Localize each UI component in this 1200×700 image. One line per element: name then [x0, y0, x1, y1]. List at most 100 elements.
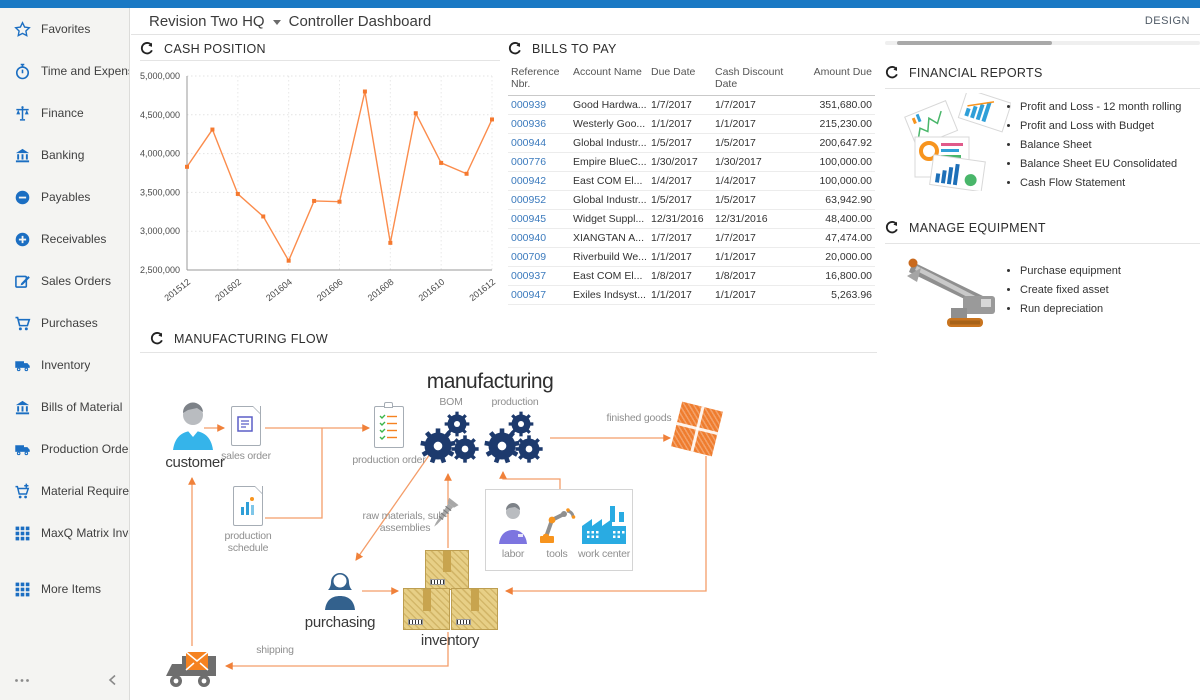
cell-due: 1/7/2017 — [648, 95, 712, 115]
table-row[interactable]: 000936 Westerly Goo... 1/1/2017 1/1/2017 215… — [508, 114, 875, 134]
company-selector[interactable]: Revision Two HQ — [149, 13, 265, 30]
cell-due: 1/1/2017 — [648, 114, 712, 134]
cell-ref[interactable]: 000937 — [508, 266, 570, 286]
sidebar-item-label: Material Requirem... — [41, 484, 129, 498]
cell-amount: 215,230.00 — [796, 114, 875, 134]
cell-amount: 100,000.00 — [796, 171, 875, 191]
list-item-link[interactable]: Run depreciation — [1020, 304, 1200, 315]
sidebar-item-time-and-expenses[interactable]: Time and Expenses — [0, 50, 129, 92]
table-row[interactable]: 000709 Riverbuild We... 1/1/2017 1/1/2017 20… — [508, 247, 875, 267]
cell-account: Empire BlueC... — [570, 152, 648, 172]
sidebar-item-maxq-matrix-invent[interactable]: MaxQ Matrix Invent... — [0, 512, 129, 554]
sidebar-item-label: Purchases — [41, 316, 98, 330]
svg-text:201512: 201512 — [162, 277, 192, 303]
purchasing-label: purchasing — [304, 614, 376, 631]
list-item-link[interactable]: Profit and Loss with Budget — [1020, 121, 1200, 132]
cell-ref[interactable]: 000947 — [508, 285, 570, 305]
column-header[interactable]: Due Date — [648, 62, 712, 96]
sidebar-item-material-requirem[interactable]: Material Requirem... — [0, 470, 129, 512]
table-row[interactable]: 000776 Empire BlueC... 1/30/2017 1/30/2017 1… — [508, 152, 875, 172]
table-row[interactable]: 000947 Exiles Indsyst... 1/1/2017 1/1/2017 5… — [508, 285, 875, 305]
sidebar-item-more-items[interactable]: More Items — [0, 568, 129, 610]
bom-gears-icon — [420, 411, 479, 464]
sidebar-item-receivables[interactable]: Receivables — [0, 218, 129, 260]
list-item-link[interactable]: Create fixed asset — [1020, 285, 1200, 296]
refresh-icon[interactable] — [885, 66, 899, 80]
edit-icon — [14, 273, 31, 290]
list-item-link[interactable]: Balance Sheet EU Consolidated — [1020, 159, 1200, 170]
cart-plus-icon — [14, 483, 31, 500]
table-row[interactable]: 000939 Good Hardwa... 1/7/2017 1/7/2017 351,… — [508, 95, 875, 115]
cell-account: East COM El... — [570, 266, 648, 286]
cell-account: Good Hardwa... — [570, 95, 648, 115]
shipping-label: shipping — [256, 644, 294, 656]
svg-text:62,500,000: 62,500,000 — [140, 265, 180, 275]
production-schedule-label: production schedule — [224, 530, 272, 554]
finished-goods-label: finished goods — [606, 412, 672, 424]
column-header[interactable]: Reference Nbr. — [508, 62, 570, 96]
cell-ref[interactable]: 000940 — [508, 228, 570, 248]
cell-ref[interactable]: 000936 — [508, 114, 570, 134]
sidebar-item-payables[interactable]: Payables — [0, 176, 129, 218]
refresh-icon[interactable] — [150, 332, 164, 346]
collapse-sidebar-icon[interactable] — [108, 673, 117, 691]
divider — [140, 352, 877, 353]
sidebar-item-favorites[interactable]: Favorites — [0, 8, 129, 50]
scrollbar-thumb[interactable] — [897, 41, 1052, 45]
star-icon — [14, 20, 31, 38]
cash-position-chart: 201512 201602 201604 201606 201608 201610 2016… — [140, 71, 497, 303]
more-options-icon[interactable] — [14, 670, 30, 688]
cell-ref[interactable]: 000942 — [508, 171, 570, 191]
cell-discount: 1/30/2017 — [712, 152, 796, 172]
cell-amount: 47,474.00 — [796, 228, 875, 248]
list-item-link[interactable]: Purchase equipment — [1020, 266, 1200, 277]
sidebar-item-inventory[interactable]: Inventory — [0, 344, 129, 386]
sidebar-item-label: Production Orders — [41, 442, 129, 456]
sidebar-item-purchases[interactable]: Purchases — [0, 302, 129, 344]
manufacturing-label: manufacturing — [426, 370, 554, 393]
sidebar-item-bills-of-material[interactable]: Bills of Material — [0, 386, 129, 428]
list-item-link[interactable]: Profit and Loss - 12 month rolling — [1020, 102, 1200, 113]
design-button[interactable]: DESIGN — [1144, 15, 1190, 27]
cell-ref[interactable]: 000776 — [508, 152, 570, 172]
customer-label: customer — [165, 454, 225, 471]
list-item-link[interactable]: Cash Flow Statement — [1020, 178, 1200, 189]
sidebar-item-banking[interactable]: Banking — [0, 134, 129, 176]
sidebar-item-production-orders[interactable]: Production Orders — [0, 428, 129, 470]
table-row[interactable]: 000952 Global Industr... 1/5/2017 1/5/2017 6… — [508, 190, 875, 210]
cell-ref[interactable]: 000952 — [508, 190, 570, 210]
chevron-down-icon[interactable] — [272, 20, 281, 25]
sidebar-item-finance[interactable]: Finance — [0, 92, 129, 134]
cell-ref[interactable]: 000944 — [508, 133, 570, 153]
refresh-icon[interactable] — [140, 42, 154, 56]
sidebar-item-sales-orders[interactable]: Sales Orders — [0, 260, 129, 302]
cell-ref[interactable]: 000939 — [508, 95, 570, 115]
cell-due: 1/7/2017 — [648, 228, 712, 248]
column-header[interactable]: Amount Due — [796, 62, 875, 96]
column-header[interactable]: Account Name — [570, 62, 648, 96]
bank-icon — [14, 399, 31, 416]
cell-account: XIANGTAN A... — [570, 228, 648, 248]
refresh-icon[interactable] — [885, 221, 899, 235]
scales-icon — [14, 105, 31, 122]
table-row[interactable]: 000944 Global Industr... 1/5/2017 1/5/2017 2… — [508, 133, 875, 153]
table-row[interactable]: 000940 XIANGTAN A... 1/7/2017 1/7/2017 47,47… — [508, 228, 875, 248]
table-row[interactable]: 000937 East COM El... 1/8/2017 1/8/2017 16,8… — [508, 266, 875, 286]
inventory-label: inventory — [420, 632, 480, 649]
cell-ref[interactable]: 000709 — [508, 247, 570, 267]
sidebar: Favorites Time and Expenses Finance Banking… — [0, 8, 130, 700]
cell-ref[interactable]: 000945 — [508, 209, 570, 229]
customer-icon — [173, 402, 213, 450]
panel-title: FINANCIAL REPORTS — [909, 66, 1043, 80]
column-header[interactable]: Cash Discount Date — [712, 62, 796, 96]
production-schedule-icon — [233, 486, 263, 526]
manufacturing-flow-panel-header: MANUFACTURING FLOW — [150, 330, 328, 348]
list-item-link[interactable]: Balance Sheet — [1020, 140, 1200, 151]
horizontal-scrollbar[interactable] — [885, 41, 1200, 45]
bom-label: BOM — [439, 396, 463, 408]
cell-due: 1/30/2017 — [648, 152, 712, 172]
refresh-icon[interactable] — [508, 42, 522, 56]
table-row[interactable]: 000945 Widget Suppl... 12/31/2016 12/31/201… — [508, 209, 875, 229]
cell-amount: 200,647.92 — [796, 133, 875, 153]
table-row[interactable]: 000942 East COM El... 1/4/2017 1/4/2017 100,… — [508, 171, 875, 191]
